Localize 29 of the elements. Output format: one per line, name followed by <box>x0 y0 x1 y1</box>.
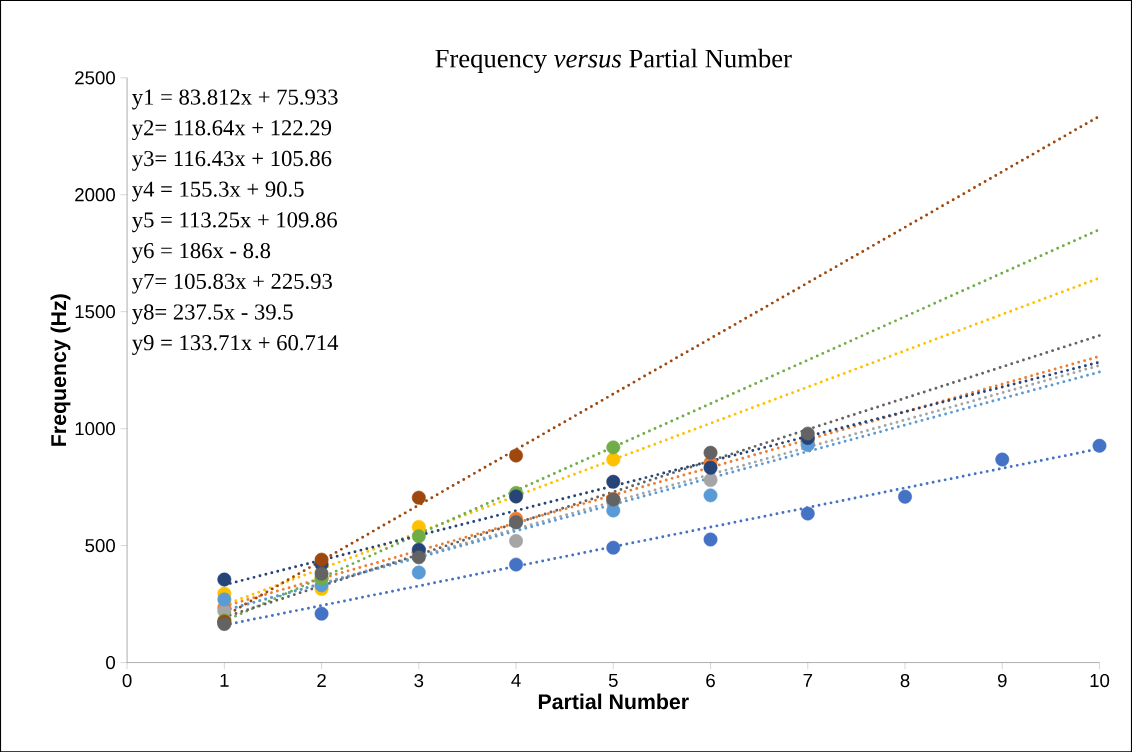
chart-title: Frequency versus Partial Number <box>435 48 792 73</box>
annotation: y8= 237.5x - 39.5 <box>132 304 293 325</box>
annotation: y9 = 133.71x + 60.714 <box>132 334 339 355</box>
y-tick-label: 1000 <box>75 421 115 436</box>
annotation: y1 = 83.812x + 75.933 <box>132 89 338 110</box>
y-tick-label: 2000 <box>75 187 115 202</box>
x-tick-label: 1 <box>220 673 229 687</box>
annotation: y5 = 113.25x + 109.86 <box>132 212 337 233</box>
y-tick-label: 0 <box>106 655 115 669</box>
x-tick-label: 8 <box>900 673 910 687</box>
x-tick-label: 5 <box>608 673 618 687</box>
x-tick-label: 3 <box>414 673 424 687</box>
annotation: y7= 105.83x + 225.93 <box>132 273 332 294</box>
x-tick-label: 6 <box>706 673 715 687</box>
x-tick-label: 10 <box>1090 673 1110 687</box>
x-tick-label: 4 <box>511 673 521 687</box>
x-tick-label: 7 <box>803 673 813 687</box>
annotation: y6 = 186x - 8.8 <box>132 242 271 263</box>
x-tick-label: 0 <box>122 673 132 687</box>
x-tick-label: 9 <box>997 673 1007 687</box>
annotation: y3= 116.43x + 105.86 <box>132 150 332 171</box>
y-axis-title: Frequency (Hz) <box>50 294 71 446</box>
annotation: y4 = 155.3x + 90.5 <box>132 181 304 202</box>
annotation: y2= 118.64x + 122.29 <box>132 119 332 140</box>
y-tick-label: 500 <box>85 538 115 553</box>
y-tick-label: 2500 <box>75 71 115 85</box>
x-axis-title: Partial Number <box>538 693 689 710</box>
x-tick-label: 2 <box>317 673 326 687</box>
y-tick-label: 1500 <box>75 304 115 319</box>
